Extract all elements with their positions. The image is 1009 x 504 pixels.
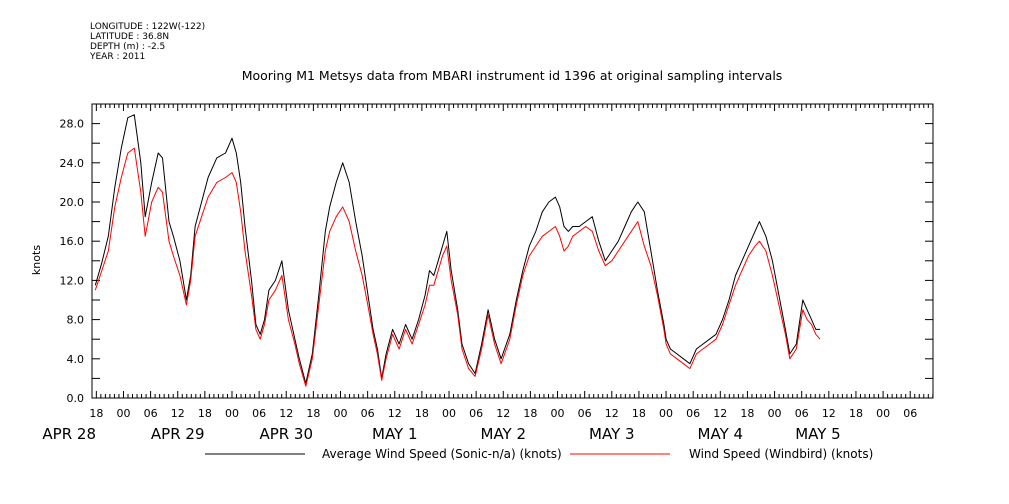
x-hour-label: 18 xyxy=(523,407,537,420)
series-line-sonic xyxy=(94,114,821,384)
x-hour-label: 06 xyxy=(903,407,917,420)
x-hour-label: 18 xyxy=(740,407,754,420)
x-date-label: MAY 4 xyxy=(698,425,744,443)
metadata-longitude: LONGITUDE : 122W(-122) xyxy=(90,22,205,32)
x-hour-label: 00 xyxy=(876,407,890,420)
x-date-label: APR 29 xyxy=(151,425,205,443)
x-hour-label: 00 xyxy=(116,407,130,420)
series-line-windbird xyxy=(94,147,821,387)
x-date-label: MAY 2 xyxy=(481,425,527,443)
plot-axes: 0.0 4.0 8.0 12.0 16.0 20.0 24.0 28.0 18 00 06 12 18 0… xyxy=(42,103,934,443)
x-hour-label: 18 xyxy=(306,407,320,420)
x-hour-label: 06 xyxy=(144,407,158,420)
x-hour-label: 00 xyxy=(551,407,565,420)
plot-frame xyxy=(91,103,934,399)
x-hour-label: 06 xyxy=(795,407,809,420)
x-hour-label: 06 xyxy=(686,407,700,420)
y-tick-label: 20.0 xyxy=(60,196,85,209)
x-hour-label: 18 xyxy=(632,407,646,420)
metadata-depth: DEPTH (m) : -2.5 xyxy=(90,42,165,52)
x-hour-label: 06 xyxy=(361,407,375,420)
x-hour-label: 12 xyxy=(279,407,293,420)
y-tick-label: 16.0 xyxy=(60,235,85,248)
x-hour-label: 12 xyxy=(171,407,185,420)
legend-label-sonic: Average Wind Speed (Sonic-n/a) (knots) xyxy=(322,447,562,461)
x-hour-label: 00 xyxy=(442,407,456,420)
x-hour-label: 06 xyxy=(252,407,266,420)
y-tick-label: 28.0 xyxy=(60,118,85,131)
x-hour-label: 12 xyxy=(713,407,727,420)
metadata-year: YEAR : 2011 xyxy=(89,52,145,62)
x-hour-label: 06 xyxy=(578,407,592,420)
x-hour-label: 00 xyxy=(768,407,782,420)
x-hour-label: 00 xyxy=(334,407,348,420)
x-date-label: APR 30 xyxy=(259,425,313,443)
x-hour-label: 18 xyxy=(415,407,429,420)
x-hour-label: 18 xyxy=(849,407,863,420)
chart-title: Mooring M1 Metsys data from MBARI instru… xyxy=(242,68,783,83)
legend-label-windbird: Wind Speed (Windbird) (knots) xyxy=(689,447,873,461)
x-date-label: MAY 5 xyxy=(795,425,841,443)
x-hour-label: 18 xyxy=(89,407,103,420)
y-tick-label: 24.0 xyxy=(60,157,85,170)
x-hour-label: 18 xyxy=(198,407,212,420)
data-lines xyxy=(94,114,821,387)
y-tick-label: 4.0 xyxy=(67,353,85,366)
x-hour-label: 12 xyxy=(605,407,619,420)
y-tick-label: 0.0 xyxy=(67,392,85,405)
x-date-label: MAY 1 xyxy=(372,425,418,443)
x-date-label: MAY 3 xyxy=(589,425,635,443)
metadata-latitude: LATITUDE : 36.8N xyxy=(90,32,169,42)
x-hour-label: 12 xyxy=(388,407,402,420)
y-tick-label: 12.0 xyxy=(60,274,85,287)
x-hour-label: 12 xyxy=(822,407,836,420)
y-axis-label: knots xyxy=(30,245,43,275)
y-tick-label: 8.0 xyxy=(67,314,85,327)
x-hour-label: 06 xyxy=(469,407,483,420)
x-date-label: APR 28 xyxy=(42,425,96,443)
x-hour-label: 00 xyxy=(659,407,673,420)
x-hour-label: 00 xyxy=(225,407,239,420)
x-hour-label: 12 xyxy=(496,407,510,420)
